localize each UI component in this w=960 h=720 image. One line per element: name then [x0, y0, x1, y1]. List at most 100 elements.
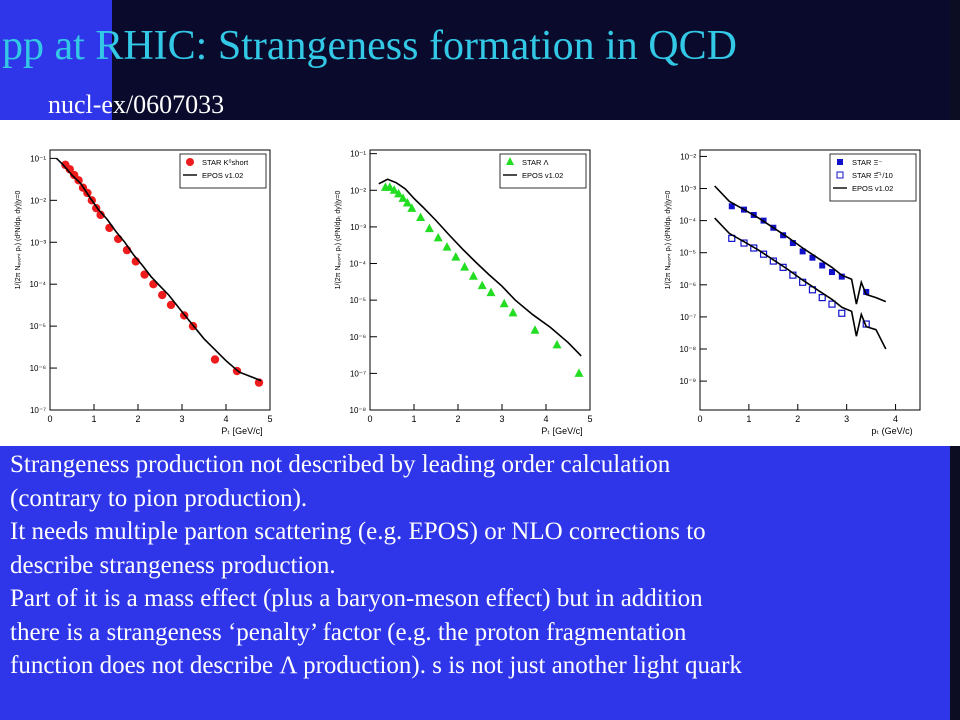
x-tick-label: 4	[223, 414, 228, 424]
bullet-marker	[8, 92, 20, 104]
body-line: (contrary to pion production).	[10, 484, 308, 512]
legend-label: STAR Ξ̅⁺/10	[852, 171, 893, 180]
epos-curve	[714, 185, 887, 305]
data-point	[416, 212, 426, 222]
series-group	[728, 234, 870, 328]
y-tick-label: 10⁻³	[350, 223, 366, 232]
legend-swatch	[836, 171, 844, 179]
data-point	[780, 232, 787, 239]
y-tick-label: 10⁻¹	[30, 154, 46, 163]
y-tick-label: 10⁻⁷	[680, 313, 696, 322]
x-axis-label: Pₜ [GeV/c]	[221, 426, 262, 436]
y-tick-label: 10⁻⁴	[679, 217, 696, 226]
data-point	[818, 293, 826, 302]
data-point	[140, 270, 149, 279]
data-point	[750, 244, 758, 252]
data-point	[799, 248, 806, 255]
series-group	[380, 182, 584, 377]
data-point	[442, 242, 452, 251]
data-point	[728, 203, 735, 210]
data-point	[828, 300, 836, 308]
y-tick-label: 10⁻²	[680, 152, 696, 161]
x-tick-label: 1	[91, 414, 96, 424]
x-tick-label: 4	[543, 414, 548, 424]
series-group	[61, 160, 264, 387]
y-tick-label: 10⁻⁸	[350, 406, 367, 415]
body-line: describe strangeness production.	[10, 551, 336, 579]
x-tick-label: 4	[893, 414, 898, 424]
plot-frame	[699, 149, 921, 411]
data-point	[530, 325, 540, 334]
data-point	[759, 250, 768, 258]
legend-box	[829, 153, 917, 202]
data-point	[385, 182, 395, 191]
data-point	[508, 307, 518, 317]
x-tick-label: 0	[367, 414, 372, 424]
epos-curve	[714, 217, 887, 350]
data-point	[486, 287, 496, 297]
series-group	[56, 157, 262, 382]
plot-frame	[369, 149, 591, 411]
y-tick-label: 10⁻¹	[350, 150, 366, 159]
x-tick-label: 0	[47, 414, 52, 424]
data-point	[468, 271, 478, 280]
y-tick-label: 10⁻²	[30, 196, 46, 205]
y-axis-label: 1/(2π Nₑᵥₑₙₜ pₜ) (d²N/dpₜ dy)|y=0	[15, 191, 22, 290]
data-point	[451, 252, 461, 261]
y-tick-label: 10⁻⁸	[680, 345, 697, 354]
body-line: It needs multiple parton scattering (e.g…	[10, 518, 706, 545]
header-bar	[0, 0, 960, 120]
data-point	[789, 240, 796, 247]
epos-curve	[56, 157, 262, 382]
y-tick-label: 10⁻⁵	[350, 296, 366, 305]
data-point	[210, 355, 220, 364]
data-point	[96, 210, 105, 220]
x-tick-label: 0	[697, 414, 702, 424]
slide-title: pp at RHIC: Strangeness formation in QCD	[2, 23, 737, 69]
x-tick-label: 3	[179, 414, 184, 424]
spectra-plots: 0 1 2 3 4 5 Pₜ [GeV/c] 10⁻⁷ 10⁻⁶ 10⁻⁵ 10⁻⁴ 10⁻³ 10⁻²…	[15, 149, 921, 436]
data-point	[105, 223, 114, 233]
data-point	[477, 280, 487, 290]
data-point	[407, 203, 417, 212]
x-tick-label: 3	[844, 414, 849, 424]
legend-label: EPOS v1.02	[202, 171, 243, 180]
data-point	[809, 254, 816, 261]
reference-label: nucl-ex/0607033	[48, 90, 225, 119]
data-point	[166, 300, 176, 310]
data-point	[838, 309, 846, 317]
x-axis-label: Pₜ [GeV/c]	[541, 426, 582, 436]
x-tick-label: 5	[587, 414, 592, 424]
data-point	[460, 262, 470, 271]
y-tick-label: 10⁻⁹	[679, 377, 696, 386]
x-tick-label: 1	[411, 414, 416, 424]
legend-label: EPOS v1.02	[852, 184, 893, 193]
legend-label: STAR K⁰short	[202, 158, 249, 167]
data-point	[424, 223, 434, 233]
data-point	[819, 262, 826, 269]
data-point	[65, 165, 75, 174]
data-point	[394, 188, 404, 198]
figure-panel: 0 1 2 3 4 5 Pₜ [GeV/c] 10⁻⁷ 10⁻⁶ 10⁻⁵ 10⁻⁴ 10⁻³ 10⁻²…	[0, 120, 960, 446]
legend-label: STAR Ξ⁻	[852, 158, 882, 167]
data-point	[433, 232, 443, 242]
y-axis-label: 1/(2π Nₑᵥₑₙₜ pₜ) (d²N/dpₜ dy)|y=0	[665, 191, 672, 290]
x-tick-label: 1	[746, 414, 751, 424]
x-tick-label: 2	[795, 414, 800, 424]
legend-box	[499, 153, 587, 189]
data-point	[402, 197, 412, 207]
x-tick-label: 3	[499, 414, 504, 424]
y-tick-label: 10⁻⁶	[680, 281, 696, 290]
series-group	[728, 203, 870, 295]
y-tick-label: 10⁻⁷	[30, 406, 46, 415]
y-axis-label: 1/(2π Nₑᵥₑₙₜ pₜ) (d²N/dpₜ dy)|y=0	[335, 191, 342, 290]
x-tick-label: 5	[267, 414, 272, 424]
plot-frame	[49, 149, 271, 411]
body-line: function does not describe Λ production)…	[10, 652, 742, 679]
data-point	[499, 298, 509, 308]
x-tick-label: 2	[455, 414, 460, 424]
y-tick-label: 10⁻⁴	[349, 260, 366, 269]
x-tick-label: 2	[135, 414, 140, 424]
series-group	[714, 217, 887, 350]
body-line: Strangeness production not described by …	[10, 451, 671, 478]
